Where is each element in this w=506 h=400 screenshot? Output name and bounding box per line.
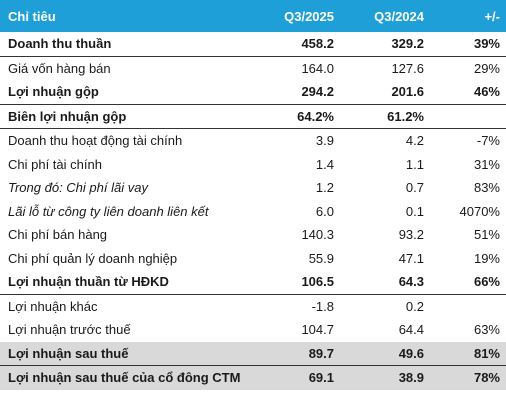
table-row: Lãi lỗ từ công ty liên doanh liên kết 6.…: [0, 200, 506, 224]
row-q3-2024: 329.2: [340, 32, 430, 57]
row-change: 4070%: [459, 203, 500, 219]
row-q3-2025: 89.7: [258, 341, 340, 366]
row-q3-2025: 294.2: [258, 80, 340, 105]
header-label: Chỉ tiêu: [0, 0, 258, 32]
table-row: Lợi nhuận khác -1.8 0.2: [0, 294, 506, 318]
row-q3-2024: 1.1: [405, 156, 424, 172]
row-q3-2024: 61.2%: [340, 104, 430, 129]
row-change: 29%: [473, 60, 500, 76]
row-label: Chi phí bán hàng: [8, 227, 108, 243]
table-header-row: Chỉ tiêu Q3/2025 Q3/2024 +/-: [0, 0, 506, 32]
table-row: Chi phí tài chính 1.4 1.1 31%: [0, 153, 506, 177]
row-q3-2025: 69.1: [258, 365, 340, 390]
header-q3-2024: Q3/2024: [340, 0, 430, 32]
row-change: 63%: [473, 322, 500, 338]
row-change: 66%: [430, 270, 506, 295]
row-q3-2025: 104.7: [301, 322, 334, 338]
table-row: Chi phí quản lý doanh nghiệp 55.9 47.1 1…: [0, 247, 506, 271]
table-row: Biên lợi nhuận gộp 64.2% 61.2%: [0, 104, 506, 129]
row-q3-2024: 49.6: [340, 341, 430, 366]
row-label: Lợi nhuận gộp: [0, 80, 258, 105]
row-q3-2025: 106.5: [258, 270, 340, 295]
row-change: 31%: [473, 156, 500, 172]
row-change: 83%: [473, 180, 500, 196]
table-row: Lợi nhuận gộp 294.2 201.6 46%: [0, 80, 506, 105]
row-change: 46%: [430, 80, 506, 105]
table-row: Doanh thu hoạt động tài chính 3.9 4.2 -7…: [0, 129, 506, 153]
table-row: Giá vốn hàng bán 164.0 127.6 29%: [0, 56, 506, 80]
row-change: 39%: [430, 32, 506, 57]
row-q3-2024: 0.2: [405, 298, 424, 314]
row-label: Lợi nhuận khác: [8, 298, 98, 314]
row-q3-2025: 6.0: [315, 203, 334, 219]
table-row: Lợi nhuận trước thuế 104.7 64.4 63%: [0, 318, 506, 342]
table-row: Lợi nhuận thuần từ HĐKD 106.5 64.3 66%: [0, 270, 506, 295]
row-label: Lợi nhuận thuần từ HĐKD: [0, 270, 258, 295]
row-label: Lãi lỗ từ công ty liên doanh liên kết: [8, 203, 209, 219]
row-label: Doanh thu hoạt động tài chính: [8, 133, 183, 149]
row-q3-2025: 55.9: [308, 250, 334, 266]
header-q3-2025: Q3/2025: [258, 0, 340, 32]
table-row: Doanh thu thuần 458.2 329.2 39%: [0, 32, 506, 57]
row-q3-2024: 38.9: [340, 365, 430, 390]
row-label: Lợi nhuận trước thuế: [8, 322, 131, 338]
row-change: 81%: [430, 341, 506, 366]
row-q3-2024: 201.6: [340, 80, 430, 105]
row-q3-2025: 140.3: [301, 227, 334, 243]
row-label: Lợi nhuận sau thuế: [0, 341, 258, 366]
header-change: +/-: [430, 0, 506, 32]
row-change: [430, 294, 506, 318]
row-q3-2025: 1.2: [315, 180, 334, 196]
row-change: 78%: [430, 365, 506, 390]
row-change: [430, 104, 506, 129]
row-label: Biên lợi nhuận gộp: [0, 104, 258, 129]
row-q3-2024: 64.3: [340, 270, 430, 295]
row-q3-2024: 0.7: [405, 180, 424, 196]
row-change: -7%: [476, 133, 500, 149]
table-row: Lợi nhuận sau thuế của cổ đông CTM 69.1 …: [0, 365, 506, 390]
row-q3-2024: 47.1: [398, 250, 424, 266]
row-label: Giá vốn hàng bán: [8, 60, 111, 76]
row-q3-2025: 64.2%: [258, 104, 340, 129]
table-row: Lợi nhuận sau thuế 89.7 49.6 81%: [0, 341, 506, 366]
row-q3-2025: 3.9: [315, 133, 334, 149]
row-change: 19%: [473, 250, 500, 266]
row-q3-2024: 4.2: [405, 133, 424, 149]
row-label: Lợi nhuận sau thuế của cổ đông CTM: [0, 365, 258, 390]
table-row: Chi phí bán hàng 140.3 93.2 51%: [0, 223, 506, 247]
row-change: 51%: [473, 227, 500, 243]
financial-results-table: Chỉ tiêu Q3/2025 Q3/2024 +/- Doanh thu t…: [0, 0, 506, 390]
row-label: Chi phí quản lý doanh nghiệp: [8, 250, 178, 266]
row-q3-2025: -1.8: [311, 298, 334, 314]
row-q3-2024: 64.4: [398, 322, 424, 338]
row-label: Chi phí tài chính: [8, 156, 102, 172]
row-q3-2024: 0.1: [405, 203, 424, 219]
table-row: Trong đó: Chi phí lãi vay 1.2 0.7 83%: [0, 176, 506, 200]
row-q3-2024: 93.2: [398, 227, 424, 243]
row-label: Trong đó: Chi phí lãi vay: [8, 180, 148, 196]
row-label: Doanh thu thuần: [0, 32, 258, 57]
row-q3-2025: 458.2: [258, 32, 340, 57]
row-q3-2025: 164.0: [301, 60, 334, 76]
row-q3-2025: 1.4: [315, 156, 334, 172]
row-q3-2024: 127.6: [391, 60, 424, 76]
